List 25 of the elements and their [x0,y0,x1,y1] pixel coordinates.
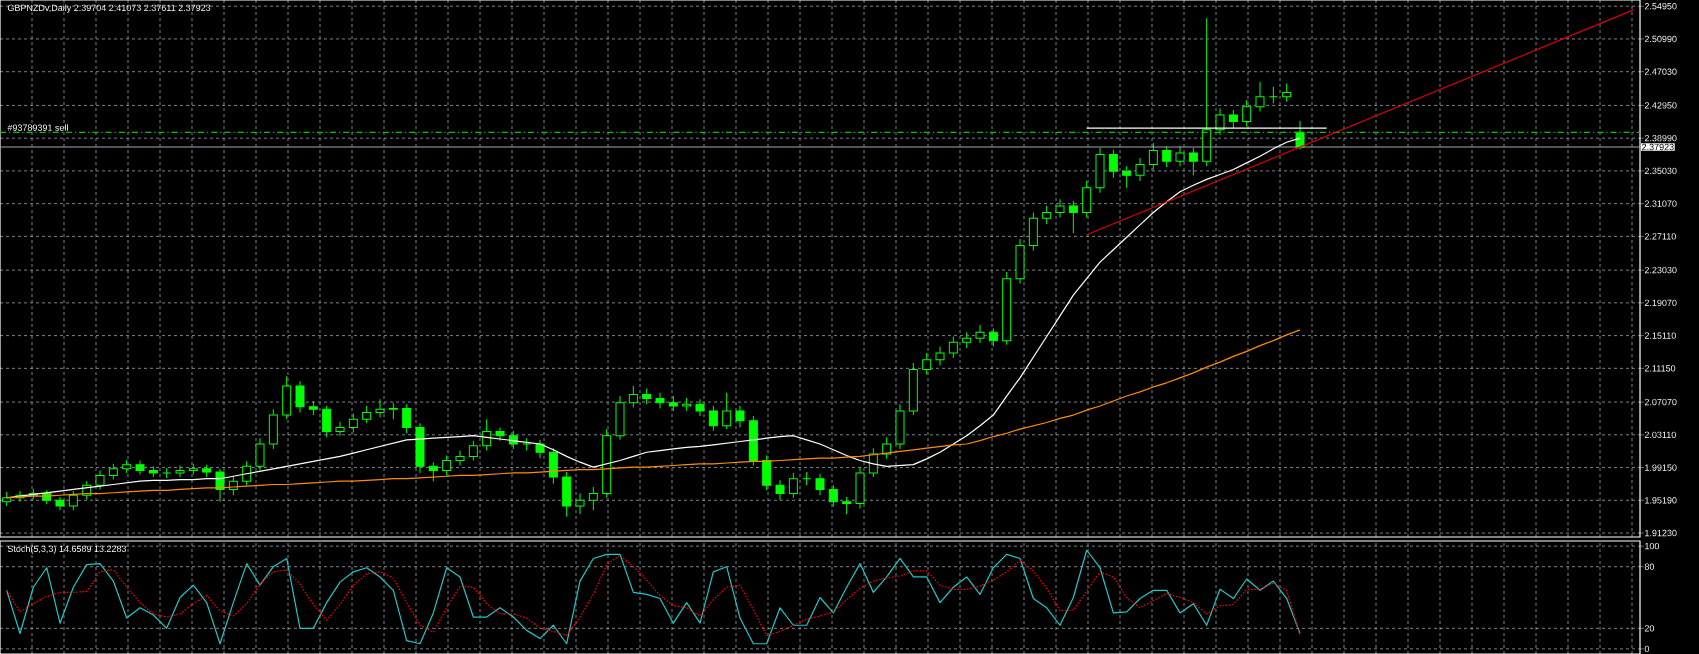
y-tick-label: 2.31070 [1644,200,1677,207]
y-tick-label: 2.47030 [1644,68,1677,75]
ref-line-label: #93789391 sell [7,124,68,131]
y-tick-label: 1.91230 [1645,529,1677,537]
y-tick-label: 2.54950 [1644,3,1677,10]
y-tick-label: 1.95190 [1645,497,1677,504]
chart-title: GBPNZDv,Daily 2.39704 2.41073 2.37611 2.37923 [7,4,211,13]
y-tick-label: 2.27110 [1644,233,1676,240]
y-tick-label: 2.03110 [1644,431,1676,438]
y-tick-label: 2.15110 [1644,332,1676,339]
y-tick-label: 2.35030 [1644,167,1677,175]
y-tick-label: 2.23030 [1644,266,1677,274]
y-tick-label: 2.11150 [1644,365,1676,372]
ref-line-label: 2.37923 [1642,143,1674,151]
y-tick-label: 20 [1644,625,1655,632]
y-tick-label: 1.99150 [1645,464,1677,471]
y-tick-label: 80 [1644,563,1655,570]
y-tick-label: 100 [1645,542,1660,550]
y-tick-label: 2.19070 [1644,299,1677,307]
y-tick-label: 2.50990 [1644,35,1677,43]
y-tick-label: 2.07070 [1644,398,1677,406]
y-tick-label: 2.42950 [1644,102,1677,109]
chart-title: Stoch(5,3,3) 14.6589 13.2283 [7,545,127,554]
y-tick-label: 0 [1644,645,1650,653]
y-tick-label: 2.38990 [1644,134,1677,142]
